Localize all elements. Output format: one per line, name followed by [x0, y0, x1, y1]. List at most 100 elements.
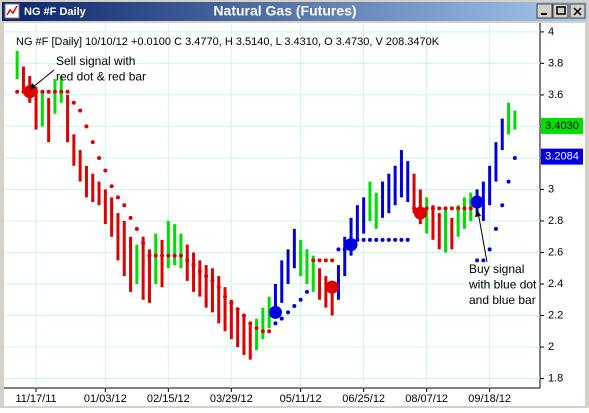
stop-dot [191, 263, 196, 268]
x-tick-label: 02/15/12 [147, 393, 190, 405]
stop-dot [235, 307, 240, 312]
stop-dot [134, 226, 139, 231]
stop-dot [103, 168, 108, 173]
stop-dot [273, 321, 278, 326]
y-tick-label: 2 [548, 341, 554, 353]
stop-dot [115, 195, 120, 200]
minimize-button[interactable] [536, 3, 553, 19]
stop-dot [336, 247, 341, 252]
signal-dot [23, 85, 37, 99]
stop-dot [97, 155, 102, 160]
stop-dot [178, 253, 183, 258]
stop-dot [78, 108, 83, 113]
y-tick-label: 2.4 [548, 278, 563, 290]
stop-dot [172, 253, 177, 258]
stop-dot [374, 237, 379, 242]
y-tick-label: 1.8 [548, 372, 563, 384]
x-tick-label: 09/18/12 [468, 393, 511, 405]
x-tick-label: 01/03/12 [84, 393, 127, 405]
annotations: Sell signal with red dot & red bar Buy sig… [30, 54, 537, 307]
stop-dot [216, 285, 221, 290]
stop-dot [185, 258, 190, 263]
sell-arrowhead [30, 83, 36, 90]
quote-info: NG #F [Daily] 10/10/12 +0.0100 C 3.4770,… [16, 36, 440, 48]
stop-dot [430, 206, 435, 211]
x-tick-label: 08/07/12 [405, 393, 448, 405]
stop-dot [65, 89, 70, 94]
stop-dot [500, 203, 505, 208]
annotation-text: Buy signal [469, 262, 524, 276]
stop-dot [481, 258, 486, 263]
window-buttons [536, 3, 586, 19]
stop-dot [393, 237, 398, 242]
stop-dot [399, 237, 404, 242]
stop-dot [386, 237, 391, 242]
stop-dot [46, 89, 51, 94]
stop-dot [468, 206, 473, 211]
x-tick-label: 03/29/12 [210, 393, 253, 405]
stop-dot [197, 269, 202, 274]
stop-dot [449, 206, 454, 211]
stop-dot [493, 226, 498, 231]
price-marker [541, 117, 583, 134]
stop-dot [311, 258, 316, 263]
signal-dot [325, 280, 339, 294]
y-tick-label: 3 [548, 183, 554, 195]
close-glyph [573, 7, 582, 16]
y-tick-label: 4 [548, 26, 554, 38]
signal-dot [344, 238, 358, 252]
stop-dot [330, 258, 335, 263]
annotation-text: and blue bar [469, 293, 536, 307]
stop-dot [487, 247, 492, 252]
buy-arrowhead [475, 209, 481, 217]
stop-dot [122, 203, 127, 208]
annotation-text: Sell signal with [56, 54, 135, 68]
stop-dot [512, 155, 517, 160]
annotation-text: red dot & red bar [56, 70, 146, 84]
x-tick-label: 05/11/12 [280, 393, 322, 405]
sell-arrow [31, 69, 55, 89]
stop-dot [456, 206, 461, 211]
stop-dot [323, 258, 328, 263]
signal-dot [470, 195, 484, 209]
y-tick-label: 2.8 [548, 215, 563, 227]
stop-dot [405, 237, 410, 242]
chart-area [4, 23, 585, 406]
stop-dot [267, 329, 272, 334]
stop-dot [59, 89, 64, 94]
stop-dot [254, 326, 259, 331]
window-title: NG #F Daily [24, 6, 87, 18]
stop-dot [71, 100, 76, 105]
stop-dot [279, 316, 284, 321]
x-tick-label: 11/17/11 [15, 393, 56, 405]
signal-dot [268, 305, 282, 319]
stop-dot [52, 89, 57, 94]
stop-dot [15, 89, 20, 94]
y-tick-label: 2.2 [548, 309, 563, 321]
stop-dot [241, 313, 246, 318]
stop-dot [367, 237, 372, 242]
stop-dot [317, 258, 322, 263]
price-marker [541, 148, 583, 165]
chart-title: Natural Gas (Futures) [213, 3, 356, 19]
stop-dot [147, 253, 152, 258]
price-marker-label: 3.2084 [545, 151, 579, 163]
stop-dot [361, 237, 366, 242]
stop-dot [160, 253, 165, 258]
stop-dot [462, 206, 467, 211]
stop-dot [128, 215, 133, 220]
stop-dot [109, 184, 114, 189]
title-bar [2, 2, 587, 21]
stop-dot [141, 241, 146, 246]
annotation-text: with blue dot [468, 278, 537, 292]
y-tick-label: 3.6 [548, 89, 563, 101]
plot: 1.822.22.42.62.833.23.43.63.8411/17/1101… [4, 24, 583, 405]
stop-dot [204, 274, 209, 279]
stop-dot [286, 310, 291, 315]
stop-dot [304, 289, 309, 294]
stop-dot [84, 124, 89, 129]
maximize-glyph [556, 6, 566, 15]
stop-dot [443, 206, 448, 211]
stop-dot [223, 294, 228, 299]
